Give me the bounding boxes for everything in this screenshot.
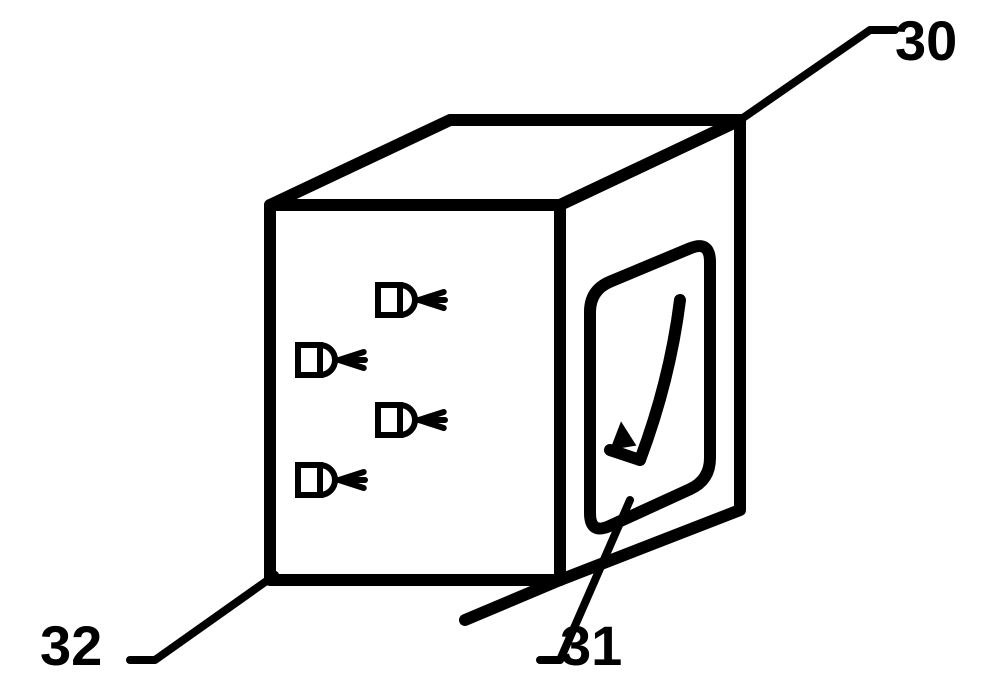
display-panel <box>590 246 710 528</box>
callout-label: 30 <box>895 9 957 72</box>
emitter-icon <box>298 465 365 495</box>
callout-label: 32 <box>40 614 102 677</box>
display-arrow-head <box>610 421 636 450</box>
figure-diagram: 30 31 32 <box>0 0 989 689</box>
leader-line <box>740 30 895 120</box>
emitter-icon <box>378 285 445 315</box>
emitter-icon <box>298 345 365 375</box>
box-top-face <box>270 120 740 205</box>
callout-label: 31 <box>560 614 622 677</box>
leader-line <box>130 575 275 660</box>
box-front-face <box>270 205 560 580</box>
emitter-icon <box>378 405 445 435</box>
